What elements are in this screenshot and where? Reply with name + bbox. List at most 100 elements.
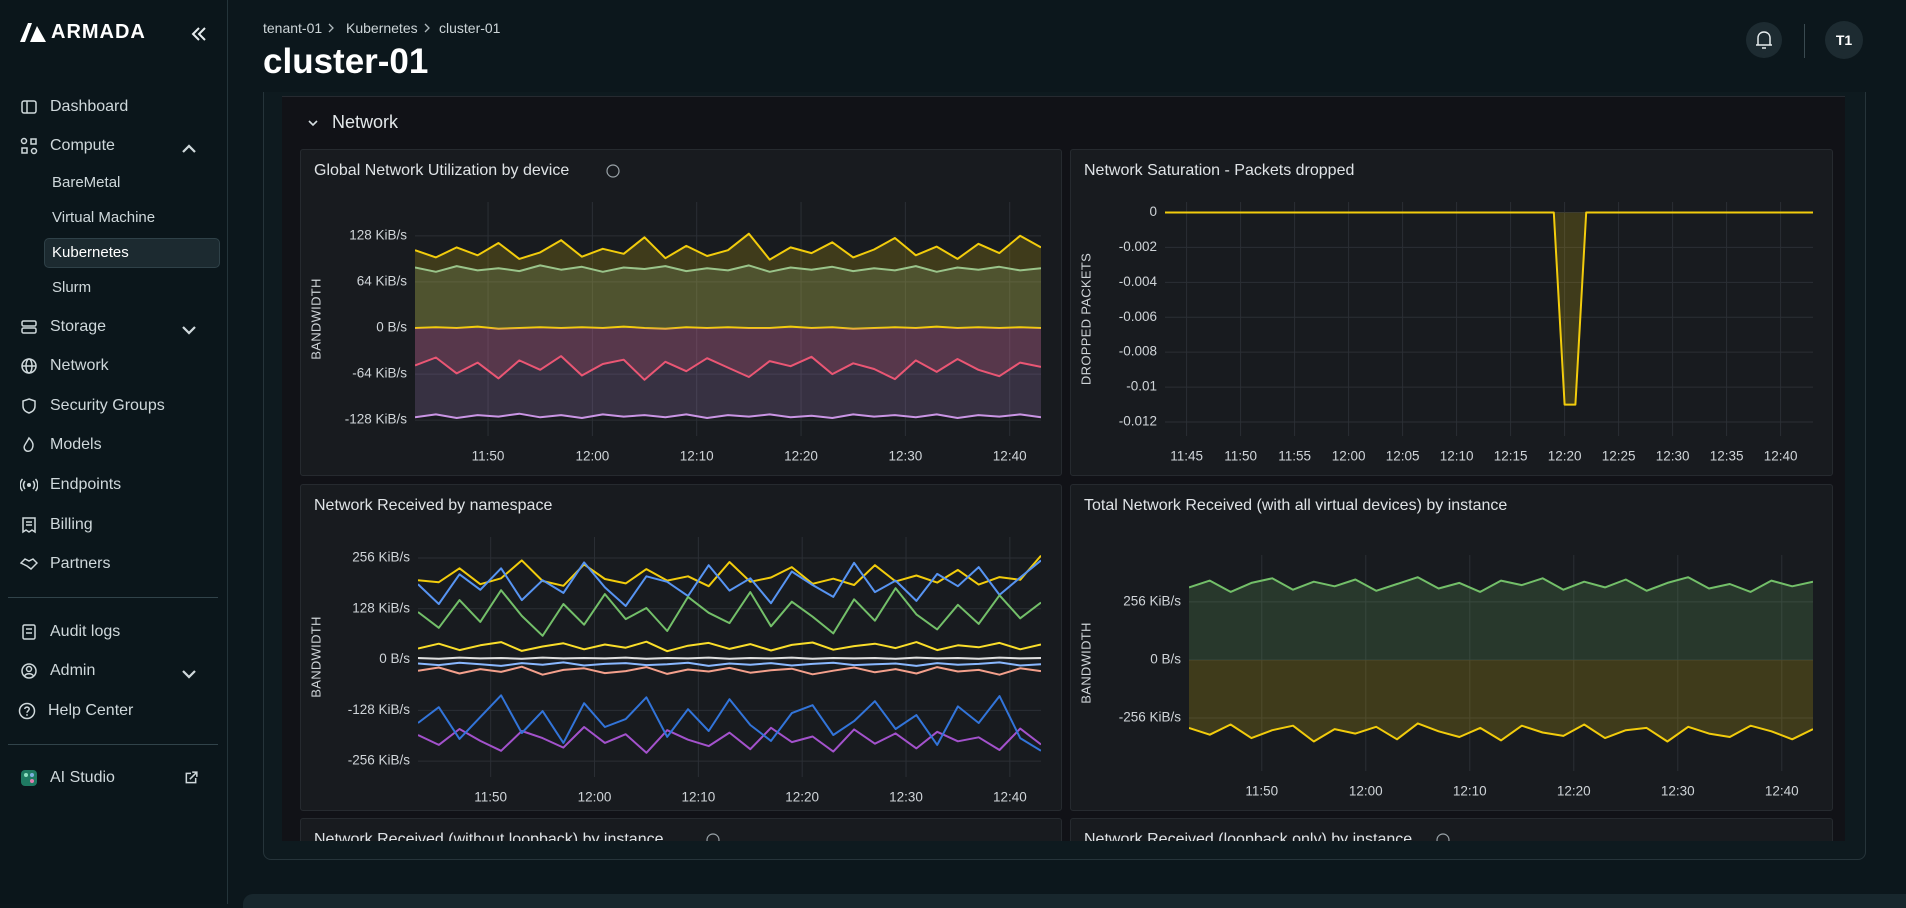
chart-panel: Network Received by namespace BANDWIDTH 25…	[300, 484, 1062, 811]
header: tenant-01 Kubernetes cluster-01 cluster-…	[228, 0, 1906, 92]
info-icon[interactable]	[706, 833, 720, 841]
series-line	[415, 325, 1041, 330]
series-line	[415, 264, 1041, 273]
panel-title: Network Saturation - Packets dropped	[1084, 162, 1354, 179]
nav-item[interactable]: Models	[20, 430, 210, 460]
info-icon[interactable]	[606, 164, 620, 178]
x-tick-label: 12:30	[1661, 784, 1695, 799]
series-line	[418, 665, 1041, 676]
nav-item[interactable]: Compute	[20, 131, 210, 161]
y-tick-label: -0.002	[1119, 239, 1157, 254]
nav-subitem[interactable]: Kubernetes	[52, 244, 129, 261]
y-tick-label: -0.004	[1119, 274, 1158, 289]
collapse-button[interactable]	[190, 25, 208, 43]
page-title: cluster-01	[263, 42, 429, 81]
x-tick-label: 12:25	[1602, 449, 1636, 464]
x-tick-label: 12:40	[993, 790, 1027, 805]
series-line	[418, 640, 1041, 653]
area-fill	[1189, 577, 1813, 660]
y-axis-title: DROPPED PACKETS	[1078, 253, 1093, 385]
nav-label: Models	[50, 436, 102, 453]
x-tick-label: 11:50	[472, 449, 505, 464]
area-fill	[1165, 212, 1813, 405]
nav-item[interactable]: Audit logs	[20, 617, 210, 647]
y-tick-label: -0.01	[1126, 379, 1157, 394]
y-tick-label: 128 KiB/s	[352, 600, 410, 615]
x-tick-label: 11:50	[1245, 784, 1278, 799]
x-tick-label: 12:40	[1765, 784, 1799, 799]
area-fill	[415, 233, 1041, 328]
brand: ARMADA	[19, 20, 146, 44]
series-line	[418, 661, 1041, 667]
nav-label: Audit logs	[50, 623, 121, 640]
chart-panel: Global Network Utilization by device BAND…	[300, 149, 1062, 476]
breadcrumb-separator	[424, 23, 430, 33]
brand-name: ARMADA	[51, 20, 146, 43]
divider	[8, 744, 218, 745]
y-tick-label: -128 KiB/s	[345, 412, 408, 427]
plot	[1165, 211, 1813, 406]
nav-item[interactable]: Network	[20, 351, 210, 381]
nav-item[interactable]: Security Groups	[20, 391, 210, 421]
series-line	[1165, 211, 1813, 406]
nav-subitem[interactable]: BareMetal	[52, 174, 121, 191]
y-tick-label: -0.012	[1119, 414, 1157, 429]
series-line	[415, 355, 1041, 381]
dashboard-section: Network Global Network Utilization by de…	[282, 96, 1845, 841]
y-tick-label: 0 B/s	[1150, 652, 1181, 667]
nav-item[interactable]: Admin	[20, 656, 210, 686]
nav-item[interactable]: AI Studio	[20, 763, 210, 793]
series-line	[418, 587, 1041, 637]
notifications-button[interactable]	[1745, 21, 1783, 59]
series-line	[415, 412, 1041, 419]
y-tick-label: -0.006	[1119, 309, 1157, 324]
x-tick-label: 12:20	[1548, 449, 1582, 464]
y-axis-title: BANDWIDTH	[308, 616, 323, 697]
x-tick-label: 12:10	[681, 790, 715, 805]
nav-item[interactable]: Billing	[20, 510, 210, 540]
nav-item[interactable]: Help Center	[18, 696, 208, 726]
breadcrumb-separator	[328, 23, 334, 33]
panel-header: Network Received (loopback only) by inst…	[1084, 831, 1450, 841]
nav-label: Endpoints	[50, 476, 122, 493]
avatar[interactable]: T1	[1825, 21, 1863, 59]
nav-subitem[interactable]: Slurm	[52, 279, 92, 296]
x-tick-label: 12:40	[1764, 449, 1798, 464]
section-title: Network	[332, 112, 399, 132]
panel-title: Global Network Utilization by device	[314, 162, 569, 179]
breadcrumb[interactable]: tenant-01	[263, 20, 323, 36]
footer-bar	[243, 894, 1906, 908]
divider	[1804, 24, 1805, 58]
x-tick-label: 11:50	[1224, 449, 1257, 464]
plot	[418, 554, 1041, 754]
nav-item[interactable]: Storage	[20, 312, 210, 342]
series-line	[1189, 722, 1813, 743]
x-tick-label: 12:20	[785, 790, 819, 805]
y-tick-label: 256 KiB/s	[352, 550, 410, 565]
breadcrumb[interactable]: Kubernetes	[346, 20, 418, 36]
y-axis-title: BANDWIDTH	[308, 278, 323, 359]
nav-subitem[interactable]: Virtual Machine	[52, 209, 156, 226]
sidebar: ARMADA Dashboard Compute BareMetal Virtu…	[0, 0, 228, 904]
nav-item[interactable]: Partners	[20, 549, 210, 579]
breadcrumb: cluster-01	[439, 20, 501, 36]
info-icon[interactable]	[1436, 833, 1450, 841]
nav-item[interactable]: Endpoints	[20, 470, 210, 500]
chart: Network Saturation - Packets dropped DROP…	[1078, 162, 1813, 464]
avatar-initials: T1	[1835, 32, 1853, 48]
nav-item[interactable]: Dashboard	[20, 92, 210, 122]
plot	[1189, 576, 1813, 743]
panel-title: Network Received (loopback only) by inst…	[1084, 831, 1412, 841]
y-tick-label: -0.008	[1119, 344, 1157, 359]
panel-title: Network Received by namespace	[314, 497, 552, 514]
x-tick-label: 12:10	[1453, 784, 1487, 799]
panel-title: Total Network Received (with all virtual…	[1084, 497, 1507, 514]
y-tick-label: 256 KiB/s	[1123, 593, 1181, 608]
x-tick-label: 12:00	[1349, 784, 1383, 799]
series-line	[418, 656, 1041, 660]
plot	[415, 232, 1041, 419]
collapse-chevron[interactable]	[307, 117, 319, 129]
chart: Total Network Received (with all virtual…	[1078, 497, 1813, 799]
chart-panel: Network Received (without loopback) by i…	[300, 818, 1062, 841]
